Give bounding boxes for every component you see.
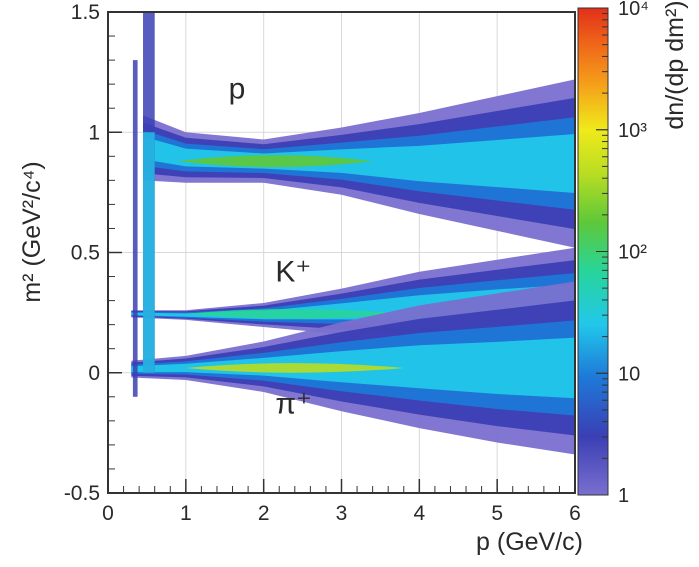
x-tick-label: 4 bbox=[413, 502, 425, 525]
y-tick-labels: -0.5 0 0.5 1 1.5 bbox=[64, 1, 100, 505]
low-p-streak-0 bbox=[132, 60, 138, 397]
y-tick-label: 0 bbox=[88, 362, 100, 385]
heatmap-bands bbox=[131, 12, 575, 455]
colorbar-tick-label: 10² bbox=[618, 242, 647, 264]
x-tick-label: 3 bbox=[336, 502, 348, 525]
band-p-core bbox=[178, 155, 373, 168]
y-tick-label: 0.5 bbox=[71, 242, 100, 265]
x-tick-label: 1 bbox=[180, 502, 192, 525]
x-axis-label: p (GeV/c) bbox=[476, 528, 583, 556]
axis-ticks bbox=[107, 11, 576, 494]
y-tick-label: -0.5 bbox=[64, 482, 100, 505]
x-tick-label: 6 bbox=[569, 502, 581, 525]
x-tick-label: 2 bbox=[258, 502, 270, 525]
band-annotations: p K⁺ π⁺ bbox=[229, 73, 312, 421]
colorbar-ticks bbox=[596, 7, 608, 496]
colorbar-label: dn/(dp dm²) bbox=[661, 0, 689, 129]
y-tick-label: 1 bbox=[88, 121, 100, 144]
x-tick-labels: 0 1 2 3 4 5 6 bbox=[102, 502, 581, 525]
band-k-core bbox=[185, 309, 404, 319]
colorbar-tick-labels: 1 10 10² 10³ 10⁴ bbox=[618, 0, 649, 507]
colorbar-tick-label: 10 bbox=[618, 363, 640, 385]
x-tick-label: 5 bbox=[491, 502, 503, 525]
band--core bbox=[185, 363, 404, 373]
colorbar-tick-label: 10³ bbox=[618, 120, 647, 142]
colorbar-tick-label: 10⁴ bbox=[618, 0, 649, 20]
colorbar-tick-label: 1 bbox=[618, 485, 629, 507]
y-axis-label: m² (GeV²/c⁴) bbox=[18, 161, 46, 302]
x-tick-label: 0 bbox=[102, 502, 114, 525]
band-p-layer-3 bbox=[143, 134, 575, 193]
band-label: π⁺ bbox=[275, 388, 312, 421]
band-label: K⁺ bbox=[275, 255, 311, 288]
y-tick-label: 1.5 bbox=[71, 1, 100, 24]
low-p-streak-core bbox=[143, 132, 155, 373]
band-label: p bbox=[229, 73, 246, 106]
